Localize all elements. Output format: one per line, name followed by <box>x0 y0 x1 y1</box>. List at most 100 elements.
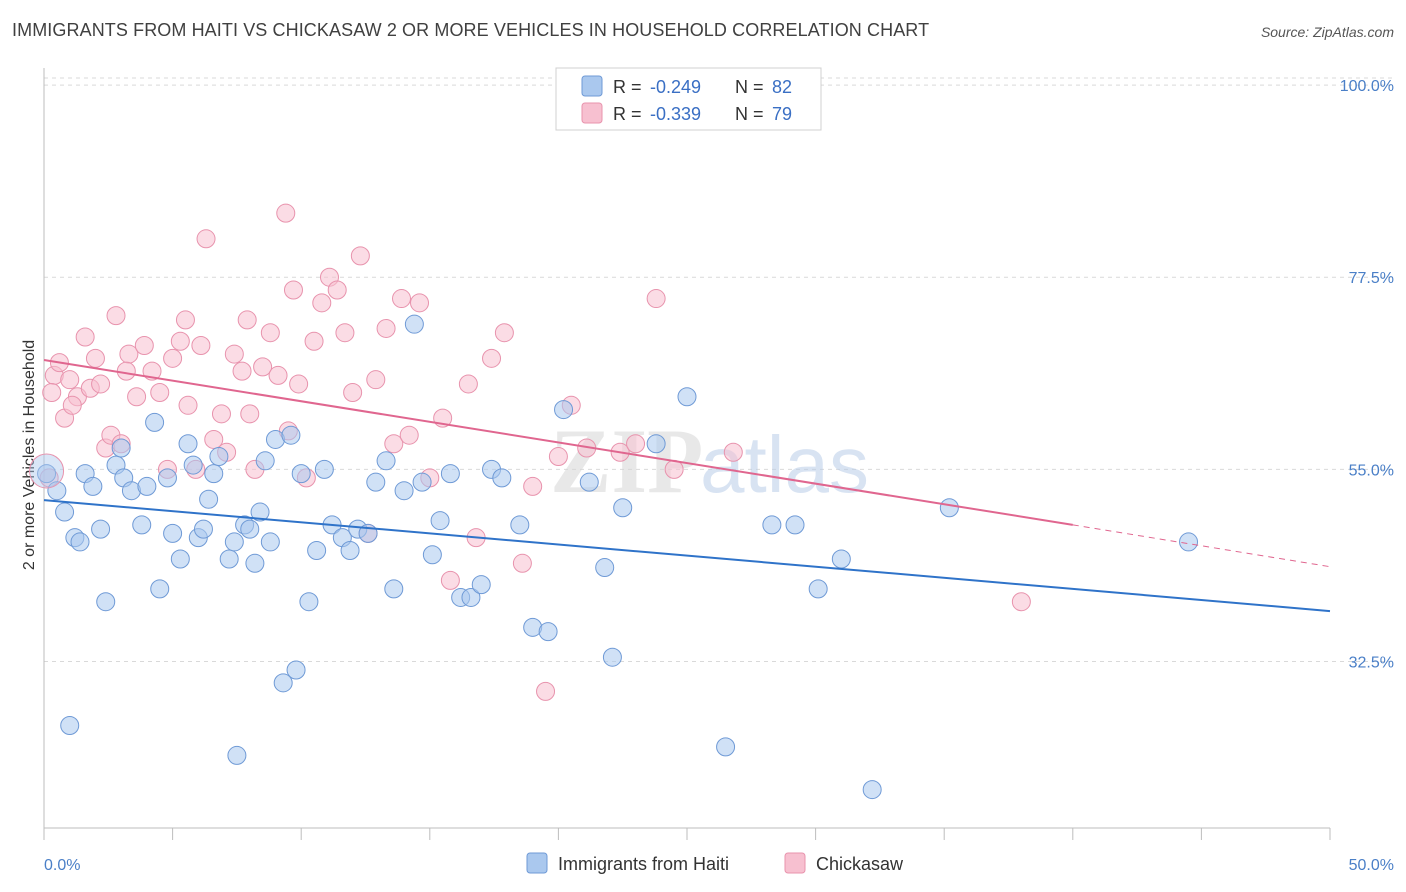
chickasaw-point <box>646 289 666 309</box>
y-tick-label: 55.0% <box>1349 462 1394 479</box>
chickasaw-point <box>512 553 532 573</box>
chickasaw-point <box>237 310 257 330</box>
bottom-legend-swatch-haiti <box>526 852 548 874</box>
legend-top: R = -0.249 N = 82 R = -0.339 N = 79 <box>555 67 822 131</box>
chickasaw-point <box>410 293 430 313</box>
haiti-point <box>314 459 334 479</box>
chickasaw-point <box>116 361 136 381</box>
chickasaw-point <box>626 434 646 454</box>
haiti-point <box>204 464 224 484</box>
haiti-point <box>939 498 959 518</box>
haiti-point <box>286 660 306 680</box>
haiti-point <box>340 540 360 560</box>
haiti-point <box>808 579 828 599</box>
chart-title: IMMIGRANTS FROM HAITI VS CHICKASAW 2 OR … <box>12 20 930 40</box>
haiti-point <box>554 400 574 420</box>
chickasaw-point <box>723 442 743 462</box>
haiti-point <box>430 511 450 531</box>
legend-haiti-n-value: 82 <box>772 77 792 97</box>
x-axis-ticks <box>43 828 1331 840</box>
haiti-point <box>366 472 386 492</box>
haiti-point <box>37 464 57 484</box>
haiti-point <box>260 532 280 552</box>
haiti-point <box>595 558 615 578</box>
chickasaw-point <box>440 570 460 590</box>
legend-chickasaw-r-value: -0.339 <box>650 104 701 124</box>
chickasaw-point <box>536 681 556 701</box>
haiti-point <box>209 447 229 467</box>
haiti-point <box>716 737 736 757</box>
y-axis-tick-labels: 32.5% 55.0% 77.5% 100.0% <box>1340 78 1394 671</box>
chickasaw-point <box>376 318 396 338</box>
chickasaw-point <box>150 382 170 402</box>
haiti-point <box>602 647 622 667</box>
haiti-point <box>307 540 327 560</box>
haiti-point <box>157 468 177 488</box>
chickasaw-point <box>232 361 252 381</box>
haiti-point <box>831 549 851 569</box>
haiti-point <box>111 438 131 458</box>
chickasaw-point <box>134 336 154 356</box>
haiti-point <box>96 592 116 612</box>
haiti-point <box>137 476 157 496</box>
trend-line-chickasaw-extension <box>1072 524 1331 568</box>
chickasaw-point <box>204 429 224 449</box>
haiti-point <box>646 434 666 454</box>
chickasaw-point <box>211 404 231 424</box>
legend-haiti-r-label: R = <box>613 77 642 97</box>
chickasaw-point <box>392 289 412 309</box>
chickasaw-point <box>343 382 363 402</box>
y-axis-label: 2 or more Vehicles in Household <box>21 340 38 570</box>
chickasaw-point <box>399 425 419 445</box>
haiti-point <box>245 553 265 573</box>
haiti-point <box>404 314 424 334</box>
haiti-point <box>422 545 442 565</box>
chickasaw-point <box>523 476 543 496</box>
chickasaw-point <box>494 323 514 343</box>
chickasaw-point <box>42 382 62 402</box>
chickasaw-point <box>60 370 80 390</box>
haiti-point <box>55 502 75 522</box>
chickasaw-point <box>175 310 195 330</box>
chickasaw-point <box>163 348 183 368</box>
haiti-point <box>240 519 260 539</box>
haiti-point <box>193 519 213 539</box>
legend-swatch-haiti <box>581 75 603 97</box>
haiti-point <box>461 587 481 607</box>
watermark: ZIP atlas <box>550 410 869 512</box>
haiti-point <box>440 464 460 484</box>
haiti-point <box>47 481 67 501</box>
cluster-point <box>29 453 65 489</box>
haiti-point <box>492 468 512 488</box>
x-tick-label-min: 0.0% <box>44 857 80 874</box>
chickasaw-point <box>327 280 347 300</box>
haiti-point <box>163 523 183 543</box>
haiti-point <box>199 489 219 509</box>
chickasaw-point <box>1011 592 1031 612</box>
bottom-legend-label-chickasaw: Chickasaw <box>816 854 904 874</box>
y-tick-label: 100.0% <box>1340 78 1394 95</box>
haiti-point <box>70 532 90 552</box>
haiti-point <box>132 515 152 535</box>
y-axis-title: 2 or more Vehicles in Household <box>21 340 38 570</box>
chickasaw-point <box>260 323 280 343</box>
haiti-point <box>227 745 247 765</box>
haiti-point <box>60 716 80 736</box>
haiti-point <box>178 434 198 454</box>
chickasaw-point <box>106 306 126 326</box>
legend-haiti-r-value: -0.249 <box>650 77 701 97</box>
haiti-point <box>83 476 103 496</box>
haiti-point <box>219 549 239 569</box>
legend-chickasaw-n-value: 79 <box>772 104 792 124</box>
chickasaw-point <box>178 395 198 415</box>
haiti-point <box>255 451 275 471</box>
haiti-point <box>471 575 491 595</box>
haiti-point <box>273 673 293 693</box>
bottom-legend-swatch-chickasaw <box>784 852 806 874</box>
haiti-point <box>384 579 404 599</box>
chickasaw-point <box>253 357 273 377</box>
haiti-point <box>762 515 782 535</box>
series-haiti-points <box>29 314 1199 800</box>
haiti-point <box>394 481 414 501</box>
